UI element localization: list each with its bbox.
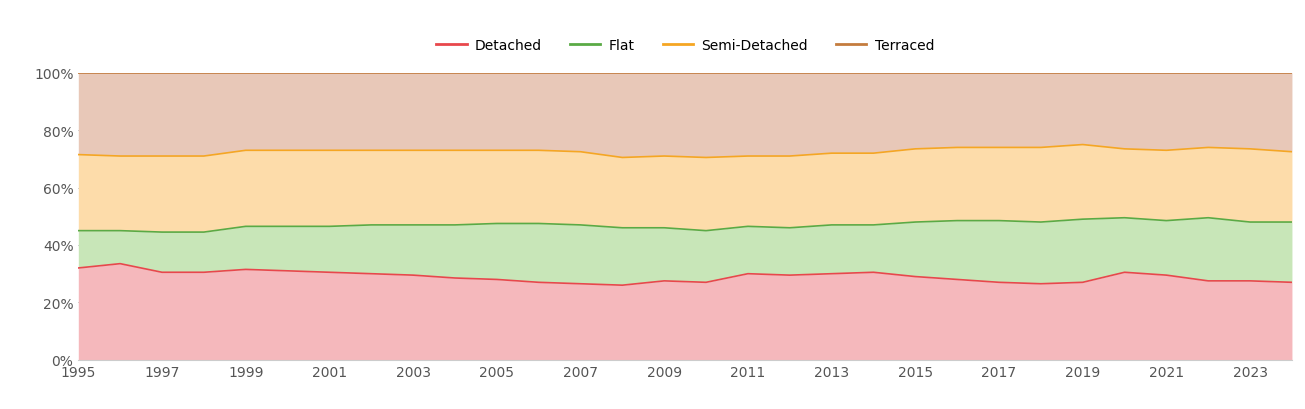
Legend: Detached, Flat, Semi-Detached, Terraced: Detached, Flat, Semi-Detached, Terraced	[436, 38, 934, 52]
